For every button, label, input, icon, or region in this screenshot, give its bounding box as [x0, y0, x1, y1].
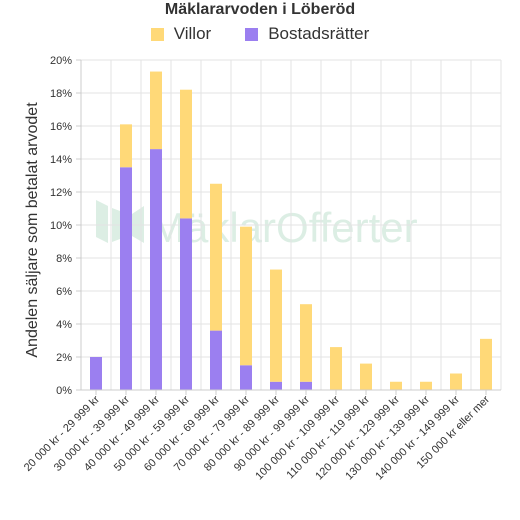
bar-villor — [240, 226, 252, 366]
bar-bostadsratter — [270, 381, 282, 390]
watermark-text: MäklarOfferter — [150, 204, 418, 251]
y-tick-label: 16% — [50, 121, 72, 133]
bar-villor — [120, 124, 132, 168]
legend-item-villor[interactable]: Villor — [150, 24, 212, 44]
bar-villor — [360, 363, 372, 390]
y-axis-label: Andelen säljare som betalat arvodet — [24, 102, 41, 358]
y-tick-label: 14% — [50, 154, 72, 166]
legend-swatch-villor — [150, 27, 164, 41]
bar-bostadsratter — [300, 381, 312, 390]
chart-legend: Villor Bostadsrätter — [0, 24, 520, 44]
bar-villor — [210, 183, 222, 331]
y-tick-label: 20% — [50, 55, 72, 67]
bar-villor — [480, 338, 492, 390]
y-tick-label: 0% — [56, 385, 72, 397]
y-tick-label: 18% — [50, 88, 72, 100]
chart-title: Mäklararvoden i Löberöd — [164, 1, 356, 18]
legend-label-bostadsratter: Bostadsrätter — [268, 24, 370, 43]
grid-lines — [80, 59, 502, 391]
bar-bostadsratter — [180, 218, 192, 390]
bar-villor — [270, 269, 282, 382]
axes — [76, 59, 501, 395]
bar-bostadsratter — [210, 330, 222, 390]
bar-villor — [330, 347, 342, 390]
y-tick-label: 4% — [56, 319, 72, 331]
legend-swatch-bostadsratter — [245, 27, 259, 41]
bar-bostadsratter — [150, 149, 162, 390]
bars-group — [90, 71, 492, 390]
bar-bostadsratter — [90, 357, 102, 390]
y-tick-labels: 0% 2% 4% 6% 8% 10% 12% 14% 16% 18% 20% — [50, 55, 72, 397]
y-tick-label: 10% — [50, 220, 72, 232]
bar-villor — [450, 373, 462, 390]
legend-label-villor: Villor — [173, 24, 212, 43]
y-tick-label: 8% — [56, 253, 72, 265]
y-tick-label: 12% — [50, 187, 72, 199]
bar-villor — [180, 89, 192, 219]
bar-villor — [150, 71, 162, 150]
bar-villor — [420, 381, 432, 390]
bar-villor — [390, 381, 402, 390]
bar-villor — [300, 304, 312, 382]
y-tick-label: 6% — [56, 286, 72, 298]
bar-bostadsratter — [120, 167, 132, 390]
bar-bostadsratter — [240, 365, 252, 390]
legend-item-bostadsratter[interactable]: Bostadsrätter — [245, 24, 369, 44]
y-tick-label: 2% — [56, 352, 72, 364]
